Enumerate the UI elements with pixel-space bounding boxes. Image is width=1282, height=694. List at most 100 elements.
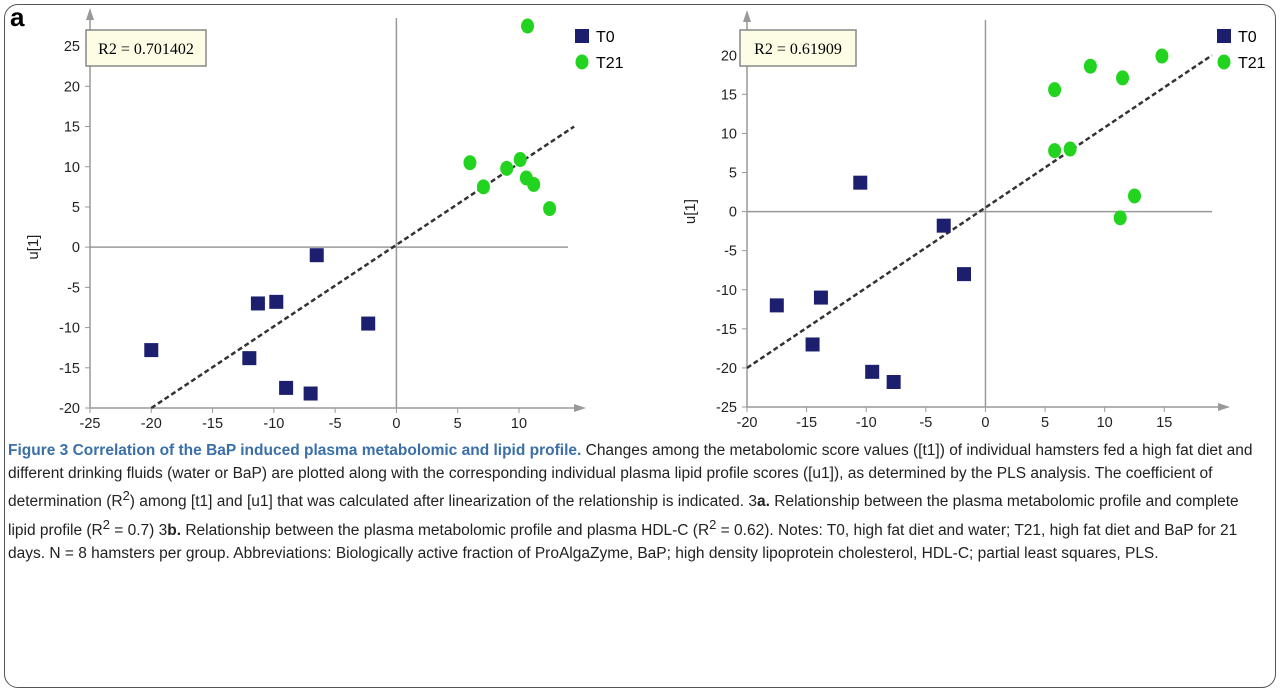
x-axis-label: t[1]: [386, 439, 407, 440]
legend-marker-t21: [575, 54, 589, 70]
caption-panel-ref: a.: [757, 493, 770, 511]
figure-frame: [4, 4, 1276, 688]
data-point-t21: [476, 179, 490, 195]
data-point-t21: [1083, 58, 1097, 74]
data-point-t0: [957, 267, 971, 282]
data-point-t21: [1048, 143, 1062, 159]
regression-line: [150, 125, 575, 410]
x-axis-label: t[1]: [975, 438, 996, 440]
data-point-t21: [1048, 82, 1062, 98]
data-point-t0: [279, 380, 294, 395]
data-point-t0: [769, 298, 784, 313]
y-tick-label: 10: [64, 160, 80, 176]
y-tick-label: -15: [59, 361, 80, 377]
x-tick-label: -5: [919, 415, 932, 431]
caption-text: Relationship between the plasma metabolo…: [181, 522, 710, 540]
x-tick-label: -15: [796, 415, 817, 431]
legend-marker-t21: [1217, 54, 1231, 70]
data-point-t21: [521, 18, 535, 34]
legend-label-t21: T21: [596, 55, 624, 72]
x-tick-label: -20: [737, 415, 758, 431]
y-tick-label: -15: [716, 322, 737, 338]
data-point-t0: [144, 343, 159, 358]
data-point-t21: [1063, 141, 1077, 157]
x-tick-label: 10: [511, 416, 527, 432]
scatter-plot-a: -25-20-15-10-50510-20-15-10-50510152025t…: [25, 8, 624, 440]
r2-label: R2 = 0.61909: [754, 41, 842, 58]
data-point-t21: [1116, 70, 1130, 86]
data-point-t0: [242, 351, 257, 366]
y-tick-label: 25: [64, 39, 80, 55]
data-point-t21: [527, 176, 541, 192]
y-axis-label: u[1]: [25, 235, 42, 260]
y-tick-label: 5: [72, 200, 80, 216]
r2-box: [739, 29, 857, 67]
data-point-t21: [1128, 188, 1141, 204]
x-tick-label: 15: [1156, 415, 1172, 431]
x-tick-label: -20: [141, 416, 162, 432]
y-axis-arrow: [743, 10, 751, 22]
data-point-t0: [269, 294, 284, 309]
data-point-t0: [936, 218, 951, 233]
data-point-t0: [805, 337, 820, 352]
data-point-t0: [309, 248, 324, 263]
x-tick-label: 10: [1097, 415, 1113, 431]
caption-title: Figure 3 Correlation of the BaP induced …: [8, 442, 582, 459]
x-tick-label: -15: [202, 416, 223, 432]
caption-superscript: 2: [102, 516, 110, 532]
data-point-t21: [500, 160, 514, 176]
x-tick-label: 0: [981, 415, 989, 431]
data-point-t21: [1113, 210, 1127, 226]
y-tick-label: -5: [67, 280, 80, 296]
legend-label-t0: T0: [596, 29, 615, 46]
y-tick-label: -5: [724, 244, 737, 260]
data-point-t0: [865, 364, 880, 379]
x-tick-label: -10: [263, 416, 284, 432]
y-tick-label: 5: [729, 166, 737, 182]
y-tick-label: 20: [721, 48, 737, 64]
legend-label-t0: T0: [1238, 29, 1257, 46]
scatter-plot-b: -20-15-10-5051015-25-20-15-10-505101520t…: [682, 10, 1266, 440]
y-tick-label: -10: [59, 321, 80, 337]
data-point-t0: [886, 374, 901, 389]
x-tick-label: -5: [329, 416, 342, 432]
caption-text: Relationship between the plasma metabolo…: [8, 493, 1239, 540]
y-tick-label: -10: [716, 283, 737, 299]
data-point-t21: [463, 155, 477, 171]
caption-superscript: 2: [122, 488, 130, 504]
x-tick-label: 5: [1041, 415, 1049, 431]
caption-superscript: 2: [709, 516, 717, 532]
caption-panel-ref: b.: [167, 522, 182, 540]
panel-label: a: [10, 2, 25, 32]
data-point-t0: [250, 296, 265, 311]
y-tick-label: -20: [59, 401, 80, 417]
data-point-t21: [543, 201, 557, 217]
y-tick-label: -20: [716, 361, 737, 377]
legend-marker-t0: [1217, 29, 1231, 43]
legend-label-t21: T21: [1238, 55, 1266, 72]
y-tick-label: 15: [64, 120, 80, 136]
y-tick-label: -25: [716, 400, 737, 416]
y-tick-label: 15: [721, 87, 737, 103]
regression-line: [746, 54, 1213, 369]
caption-text: = 0.62). Notes: T0, high fat diet and wa…: [8, 522, 1238, 562]
x-tick-label: -25: [80, 416, 101, 432]
r2-box: [85, 29, 207, 67]
x-axis-arrow: [1218, 403, 1230, 411]
y-tick-label: 0: [729, 205, 737, 221]
x-tick-label: 5: [454, 416, 462, 432]
y-tick-label: 20: [64, 79, 80, 95]
data-point-t0: [361, 316, 376, 331]
y-tick-label: 10: [721, 126, 737, 142]
data-point-t21: [513, 152, 527, 168]
data-point-t0: [813, 290, 828, 305]
data-point-t21: [1155, 48, 1169, 64]
caption-text: ) among [t1] and [u1] that was calculate…: [129, 493, 758, 511]
r2-label: R2 = 0.701402: [98, 41, 194, 58]
x-tick-label: -10: [856, 415, 877, 431]
caption-text: Changes among the metabolomic score valu…: [8, 442, 1253, 511]
figure-caption: Figure 3 Correlation of the BaP induced …: [8, 440, 1270, 565]
data-point-t0: [303, 386, 318, 401]
data-point-t0: [853, 175, 868, 190]
y-axis-arrow: [86, 8, 94, 20]
